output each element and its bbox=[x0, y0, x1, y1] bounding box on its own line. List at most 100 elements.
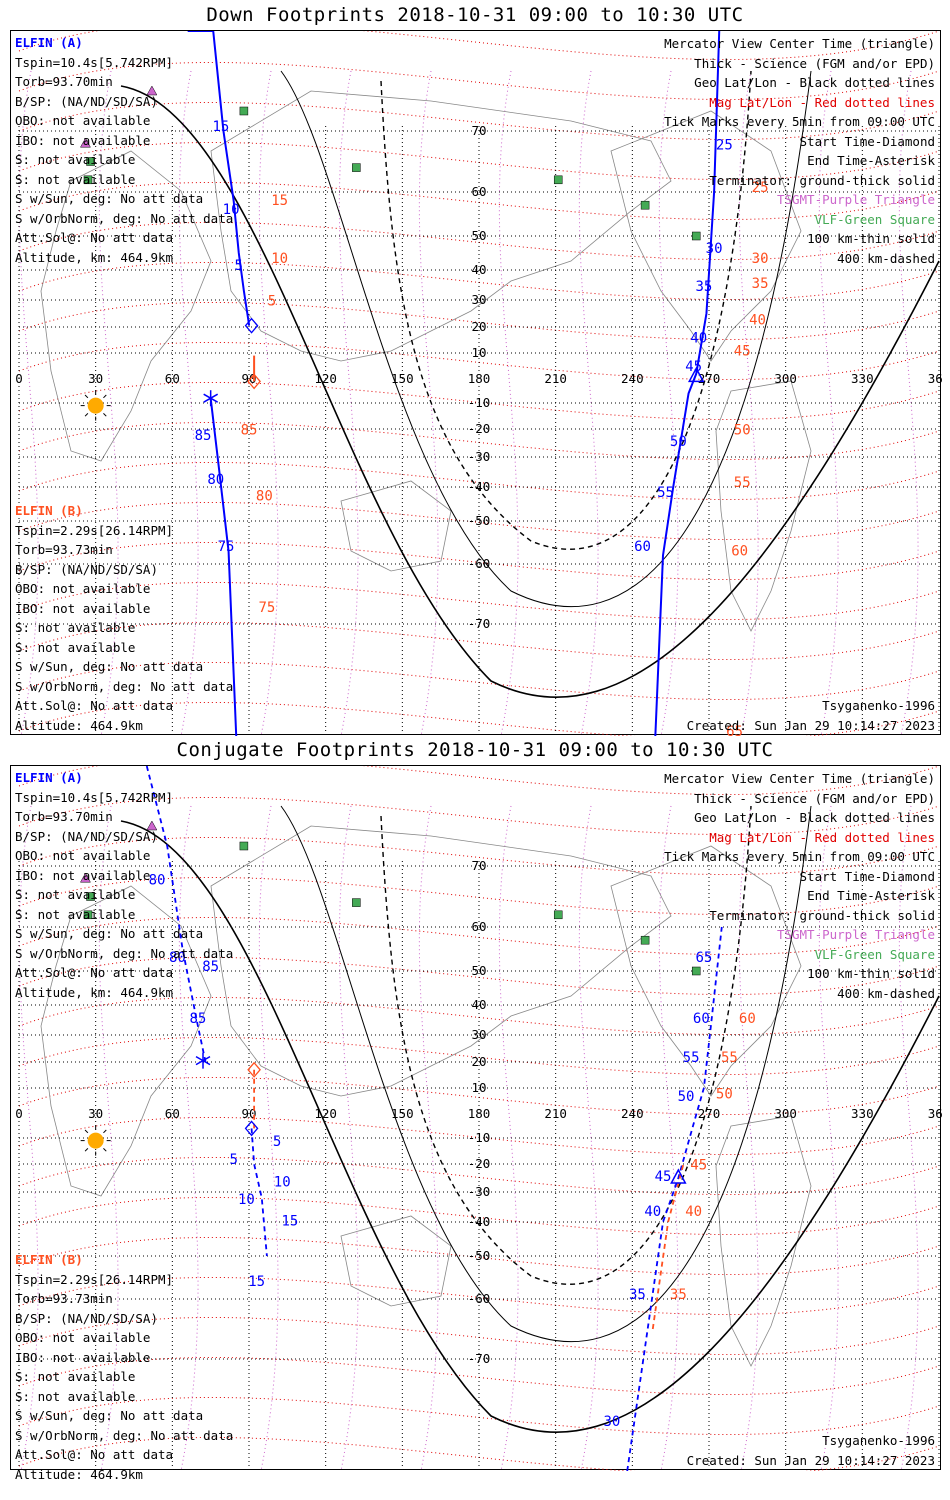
x-tick-label: 120 bbox=[314, 1106, 337, 1121]
terminator-100km bbox=[280, 70, 812, 608]
tick-time-label: 55 bbox=[721, 1050, 738, 1066]
elfin-a-line: B/SP: (NA/ND/SD/SA) bbox=[15, 93, 158, 109]
mag-lat-line bbox=[18, 1037, 940, 1075]
elfin-b-line: OBO: not available bbox=[15, 1330, 151, 1345]
mag-lat-line bbox=[18, 462, 940, 500]
vlf-station-marker bbox=[352, 163, 361, 172]
x-tick-label: 120 bbox=[314, 371, 337, 386]
y-tick-label: 50 bbox=[471, 228, 486, 243]
y-tick-label: -30 bbox=[468, 449, 491, 464]
y-tick-label: -30 bbox=[468, 1184, 491, 1199]
tick-time-label: 10 bbox=[238, 1192, 255, 1208]
mag-lon-line bbox=[498, 70, 519, 736]
start-time-diamond bbox=[247, 1061, 261, 1078]
x-tick-label: 90 bbox=[241, 371, 256, 386]
x-tick-label: 270 bbox=[698, 371, 721, 386]
mag-lat-line bbox=[18, 142, 940, 180]
y-tick-label: 70 bbox=[471, 858, 486, 873]
land-outline bbox=[40, 150, 212, 462]
mag-lon-line bbox=[898, 805, 919, 1471]
vlf-station-marker bbox=[83, 175, 93, 185]
mag-lat-line bbox=[18, 1317, 940, 1355]
tick-time-label: 80 bbox=[149, 872, 166, 888]
panel2-info-elfin-b: ELFIN (B) Tspin=2.29s[26.14RPM] Torb=93.… bbox=[15, 1250, 233, 1484]
legend-item: Start Time-Diamond bbox=[799, 868, 935, 884]
elfin-a-line: Altitude, km: 464.9km bbox=[15, 984, 174, 1000]
y-tick-label: 60 bbox=[471, 184, 486, 199]
elfin-a-line: Torb=93.70min bbox=[15, 809, 113, 824]
mag-lat-line bbox=[18, 342, 940, 380]
y-tick-label: -20 bbox=[468, 421, 491, 436]
y-tick-label: 60 bbox=[471, 919, 486, 934]
x-tick-label: 180 bbox=[468, 1106, 491, 1121]
terminator-100km bbox=[280, 805, 812, 1343]
panel2-map-svg: 0 30 60 90 120 150 180 210 240 270 300 330 360 70 60 50… bbox=[15, 766, 942, 1471]
tick-time-label: 45 bbox=[690, 1158, 707, 1174]
sun-disc bbox=[87, 397, 104, 414]
mag-lat-line bbox=[18, 302, 940, 340]
elfin-b-line: S: not available bbox=[15, 639, 136, 655]
y-tick-label: -40 bbox=[468, 1214, 491, 1229]
x-tick-label: 300 bbox=[774, 371, 797, 386]
mag-lat-line bbox=[18, 997, 940, 1035]
x-tick-label: 0 bbox=[15, 371, 23, 386]
mag-lon-line bbox=[258, 805, 279, 1471]
legend-item: Thick - Science (FGM and/or EPD) bbox=[694, 790, 935, 806]
mag-lat-line bbox=[18, 1197, 940, 1235]
elfin-a-line: S: not available bbox=[15, 171, 136, 187]
mag-lon-line bbox=[178, 805, 199, 1471]
elfin-b-line: B/SP: (NA/ND/SD/SA) bbox=[15, 561, 158, 577]
legend-item: Start Time-Diamond bbox=[799, 133, 935, 149]
x-tick-label: 150 bbox=[391, 371, 414, 386]
mag-lat-line bbox=[18, 1357, 940, 1395]
tick-time-label: 85 bbox=[202, 959, 219, 975]
legend-item: End Time-Asterisk bbox=[807, 153, 935, 168]
panel2-title: Conjugate Footprints 2018-10-31 09:00 to… bbox=[176, 739, 774, 761]
legend-item: Mercator View Center Time (triangle) bbox=[664, 36, 935, 51]
mag-lat-line bbox=[18, 877, 940, 915]
y-tick-label: -50 bbox=[468, 513, 491, 528]
tick-time-label: 5 bbox=[268, 293, 276, 309]
mag-lon-line bbox=[18, 805, 39, 1471]
asterisk-stroke bbox=[203, 393, 219, 403]
panel1-title: Down Footprints 2018-10-31 09:00 to 10:3… bbox=[206, 4, 744, 26]
legend-item: Tick Marks every 5min from 09:00 UTC bbox=[664, 849, 935, 864]
model-label: Tsyganenko-1996 bbox=[822, 698, 935, 713]
land-outline bbox=[340, 480, 452, 572]
tick-time-label: 35 bbox=[670, 1287, 687, 1303]
mag-lat-line bbox=[18, 797, 940, 835]
y-tick-label: 40 bbox=[471, 262, 486, 277]
mag-lat-line bbox=[18, 31, 940, 60]
land-outline bbox=[715, 380, 812, 632]
sun-ray bbox=[103, 394, 107, 399]
tick-time-label: 35 bbox=[752, 276, 769, 292]
tick-time-label: 15 bbox=[271, 193, 288, 209]
elfin-a-line: S w/Sun, deg: No att data bbox=[15, 191, 204, 206]
tick-time-label: 25 bbox=[752, 180, 769, 196]
mag-lat-line bbox=[18, 622, 940, 660]
mag-lon-line bbox=[178, 70, 199, 736]
footprint-track bbox=[654, 31, 721, 736]
legend-item: VLF-Green Square bbox=[814, 211, 935, 227]
x-tick-label: 240 bbox=[621, 1106, 644, 1121]
elfin-a-line: S: not available bbox=[15, 152, 136, 167]
land-outline bbox=[715, 1115, 812, 1367]
mag-lat-line bbox=[18, 62, 940, 100]
sun-ray bbox=[103, 1129, 107, 1134]
mag-lat-line bbox=[18, 222, 940, 260]
tick-time-label: 75 bbox=[218, 539, 235, 555]
legend-item: 400 km-dashed bbox=[837, 985, 935, 1001]
legend-item: VLF-Green Square bbox=[814, 946, 935, 962]
elfin-a-line: Att.Sol@: No att data bbox=[15, 965, 174, 980]
x-tick-label: 210 bbox=[544, 371, 567, 386]
vlf-station-marker bbox=[86, 892, 95, 901]
elfin-b-line: S w/OrbNorm, deg: No att data bbox=[15, 1427, 234, 1443]
panel1-footer: Tsyganenko-1996 Created: Sun Jan 29 10:1… bbox=[687, 696, 935, 735]
mag-lat-line bbox=[18, 102, 940, 140]
end-time-asterisk bbox=[195, 1052, 211, 1069]
y-tick-label: 20 bbox=[471, 319, 486, 334]
elfin-b-line: IBO: not available bbox=[15, 1349, 151, 1365]
panel2-info-elfin-a: ELFIN (A) Tspin=10.4s[5.742RPM] Torb=93.… bbox=[15, 768, 233, 1002]
vlf-station-marker bbox=[553, 910, 563, 920]
land-outline bbox=[40, 885, 212, 1197]
